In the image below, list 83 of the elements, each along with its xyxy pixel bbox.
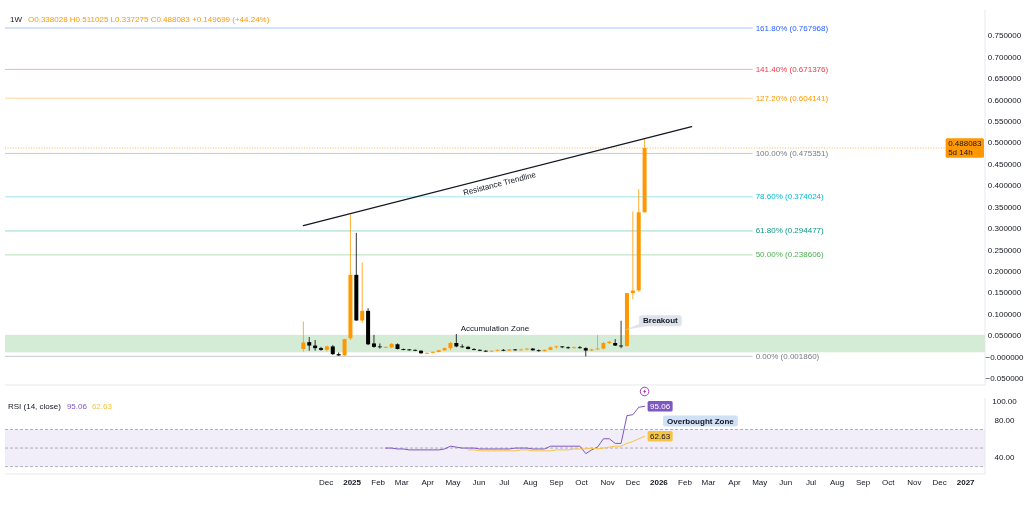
ref-line-label: 161.80% (0.767968) <box>755 23 829 33</box>
x-tick-label: Dec <box>625 478 640 487</box>
candlestick <box>383 346 388 349</box>
y-tick-label: 0.200000 <box>987 266 1022 276</box>
y-tick-label: 0.400000 <box>987 181 1022 191</box>
text: Resistance Trendline <box>462 170 538 198</box>
candlestick <box>413 349 418 352</box>
candlestick <box>495 349 500 352</box>
y-tick-label: 0.150000 <box>987 288 1022 298</box>
candlestick <box>301 321 306 352</box>
y-tick-label: −0.000000 <box>985 352 1024 362</box>
candlestick <box>566 346 571 350</box>
chart-title: RSI (14, close) <box>8 401 62 411</box>
annotation: 95.06 <box>66 401 88 411</box>
candlestick <box>377 343 382 349</box>
text: 1W <box>10 14 23 24</box>
ref-line-label: 50.00% (0.238606) <box>755 250 825 260</box>
x-tick-label: Oct <box>575 478 589 487</box>
x-tick-label: Oct <box>882 478 896 487</box>
x-tick-label: Jul <box>499 478 510 487</box>
y-tick-label: 0.700000 <box>987 52 1022 62</box>
line-series <box>385 405 646 455</box>
ref-line-label: 100.00% (0.475351) <box>755 148 829 158</box>
line-series <box>467 435 646 452</box>
band-label: Accumulation Zone <box>460 324 530 334</box>
ref-line-label: 141.40% (0.671376) <box>755 64 829 74</box>
candlestick <box>477 349 482 352</box>
y-tick-label: 0.500000 <box>987 138 1022 148</box>
x-tick-label: Mar <box>394 478 409 487</box>
text: O0.338028 H0.511025 L0.337275 C0.488083 +0.149699 (+44.24%) <box>28 14 270 24</box>
y-tick-label: 0.250000 <box>987 245 1022 255</box>
x-tick-label: Aug <box>523 478 538 487</box>
candlestick <box>542 349 547 352</box>
ref-line-label: 0.00% (0.001860) <box>755 351 820 361</box>
y-tick-label: 40.00 <box>994 452 1016 462</box>
candlestick <box>360 262 365 324</box>
x-tick-label: Aug <box>829 478 845 487</box>
x-tick-label: 2025 <box>343 478 362 487</box>
candlestick <box>630 211 635 300</box>
y-tick-label: 0.600000 <box>987 95 1022 105</box>
x-tick-label: Feb <box>371 478 386 487</box>
candlestick <box>460 343 465 349</box>
x-tick-label: Nov <box>907 478 922 487</box>
candlestick <box>371 334 376 349</box>
x-tick-label: Jul <box>805 478 817 487</box>
ref-line-label: 127.20% (0.604141) <box>755 93 829 103</box>
y-tick-label: 0.550000 <box>987 116 1022 126</box>
x-tick-label: 2027 <box>956 478 976 487</box>
y-tick-label: 0.100000 <box>987 309 1022 319</box>
candlestick <box>319 346 324 352</box>
candlestick <box>471 347 476 351</box>
annotation: Overbought Zone <box>667 416 735 426</box>
y-tick-label: −0.050000 <box>985 374 1024 384</box>
annotation: 62.63 <box>91 401 113 411</box>
x-tick-label: Dec <box>318 478 334 487</box>
y-tick-label: 100.00 <box>992 397 1018 407</box>
candlestick <box>307 336 312 352</box>
x-tick-label: Sep <box>856 478 871 487</box>
candlestick <box>577 345 582 349</box>
x-tick-label: Mar <box>701 478 716 487</box>
x-tick-label: Jun <box>472 478 486 487</box>
annotation: Breakout <box>643 316 679 326</box>
x-tick-label: Apr <box>728 478 742 487</box>
x-tick-label: Dec <box>932 478 947 487</box>
ref-line-label: 78.60% (0.374024) <box>755 192 825 202</box>
y-tick-label: 0.050000 <box>987 331 1022 341</box>
y-tick-label: 0.450000 <box>987 159 1022 169</box>
x-tick-label: 2026 <box>650 478 669 487</box>
x-tick-label: May <box>752 478 768 487</box>
x-tick-label: Feb <box>678 478 693 487</box>
y-tick-label: 0.750000 <box>987 31 1022 41</box>
x-tick-label: May <box>445 478 461 487</box>
y-tick-label: 0.300000 <box>987 224 1022 234</box>
x-tick-label: Jun <box>779 478 793 487</box>
x-tick-label: Sep <box>549 478 565 487</box>
y-tick-label: 0.350000 <box>987 202 1022 212</box>
ref-line-label: 61.80% (0.294477) <box>755 226 825 236</box>
x-tick-label: Apr <box>421 478 435 487</box>
y-tick-label: 80.00 <box>994 415 1016 425</box>
candlestick <box>572 346 577 349</box>
y-tick-label: 0.650000 <box>987 74 1022 84</box>
candlestick <box>536 349 541 352</box>
x-tick-label: Nov <box>600 478 615 487</box>
